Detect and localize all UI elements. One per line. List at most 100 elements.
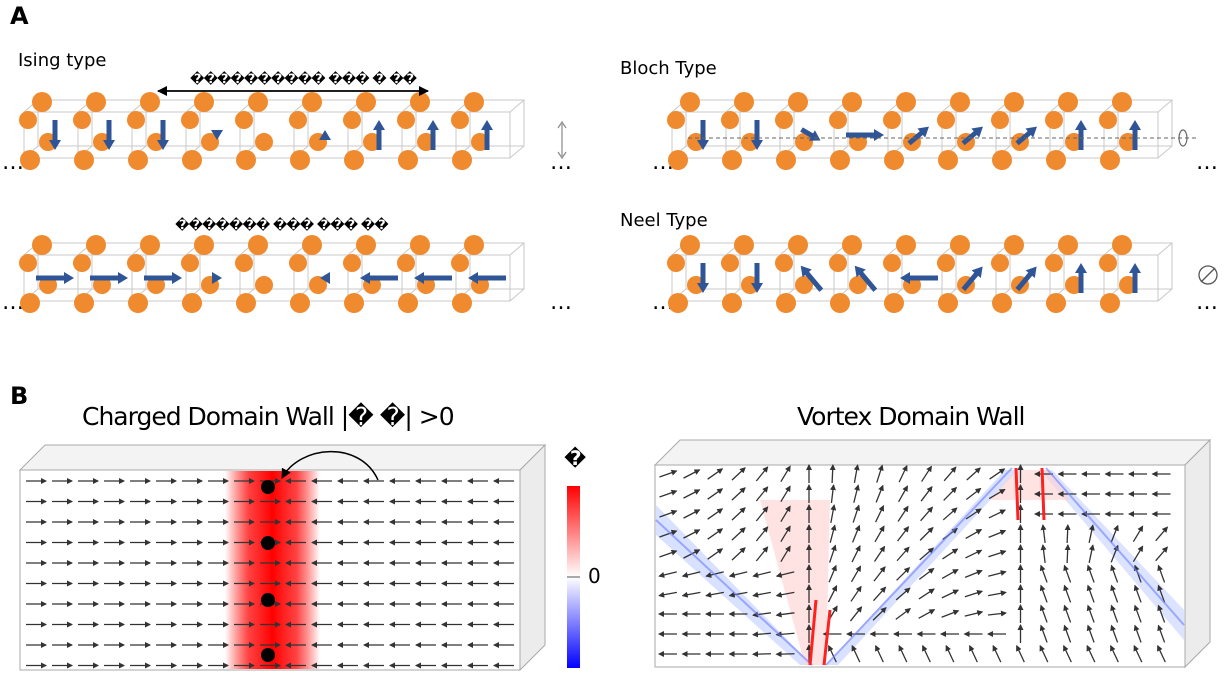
polarization-arrow	[1132, 545, 1144, 563]
polarization-arrow	[988, 570, 1007, 577]
neel-rotation-icon	[1198, 265, 1218, 285]
polarization-arrow	[876, 464, 884, 483]
spin-arrow	[427, 120, 439, 150]
atom	[343, 254, 361, 272]
atom	[127, 111, 145, 129]
polarization-arrow	[873, 545, 886, 562]
atom	[776, 293, 796, 313]
polarization-arrow	[752, 571, 771, 578]
atom	[667, 111, 685, 129]
polarization-arrow	[681, 571, 701, 578]
polarization-arrow	[965, 508, 982, 520]
spin-arrow	[90, 272, 128, 284]
atom	[236, 150, 256, 170]
atom	[1004, 235, 1024, 255]
polarization-arrow	[851, 644, 861, 663]
vortex-core-line-right	[1045, 467, 1185, 626]
polarization-arrow	[965, 528, 983, 540]
polarization-arrow	[945, 644, 955, 663]
spin-arrow	[144, 272, 182, 284]
atom	[398, 293, 418, 313]
atom	[842, 235, 862, 255]
atom	[788, 235, 808, 255]
atom	[140, 235, 160, 255]
spin-arrow	[212, 272, 222, 284]
polarization-arrow	[1039, 624, 1048, 643]
charged-wall-title: Charged Domain Wall |� �| >0	[82, 402, 455, 431]
atom	[842, 92, 862, 112]
spin-arrow	[36, 272, 74, 284]
spin-arrow	[414, 272, 452, 284]
polarization-arrow	[1133, 584, 1142, 603]
spin-arrow	[751, 120, 763, 150]
vortex-core-line-mid	[825, 467, 1013, 666]
electron-hop-arrow	[281, 450, 379, 481]
atom	[397, 254, 415, 272]
polarization-arrow	[1157, 624, 1166, 643]
atom	[1058, 235, 1078, 255]
red-core-top-left	[1014, 467, 1020, 521]
atom	[1112, 235, 1132, 255]
polarization-arrow	[731, 487, 746, 501]
polarization-arrow	[988, 590, 1007, 597]
polarization-arrow	[920, 486, 933, 502]
neel-chain	[667, 235, 1173, 313]
atom	[194, 92, 214, 112]
spin-arrow	[697, 263, 709, 293]
polarization-arrow	[918, 567, 935, 580]
polarization-arrow	[965, 549, 983, 559]
wall-width-label-bottom: ������� ��� ��� ��	[175, 218, 389, 233]
polarization-arrow	[780, 505, 791, 523]
polarization-arrow	[1157, 564, 1166, 583]
atom	[255, 276, 273, 294]
atom	[181, 111, 199, 129]
atom	[1045, 111, 1063, 129]
atom	[397, 111, 415, 129]
polarization-arrow	[849, 606, 863, 622]
polarization-arrow	[1063, 584, 1072, 603]
polarization-arrow	[853, 484, 860, 503]
atom	[343, 111, 361, 129]
polarization-arrow	[755, 526, 769, 542]
atom	[74, 293, 94, 313]
spin-arrow	[751, 263, 763, 293]
polarization-arrow	[1064, 524, 1071, 544]
polarization-arrow	[731, 547, 746, 561]
ellipsis-right-2: …	[550, 290, 572, 315]
polarization-arrow	[830, 504, 837, 523]
atom	[356, 92, 376, 112]
polarization-arrow	[1040, 544, 1047, 564]
polarization-arrow	[1086, 584, 1095, 603]
spin-arrow	[800, 265, 824, 292]
ellipsis-left-2: …	[2, 290, 24, 315]
ellipsis-left-3: …	[652, 150, 674, 175]
polarization-arrow	[850, 565, 862, 583]
atom	[734, 235, 754, 255]
polarization-arrow	[775, 651, 795, 658]
atom	[235, 111, 253, 129]
atom	[788, 92, 808, 112]
polarization-arrow	[989, 468, 1006, 480]
polarization-arrow	[851, 545, 861, 563]
neel-type-label: Neel Type	[620, 210, 708, 231]
atom	[302, 92, 322, 112]
bound-charge-dots	[261, 480, 275, 662]
polarization-arrow	[780, 485, 791, 503]
polarization-arrow	[918, 588, 935, 600]
polarization-arrow	[988, 509, 1006, 519]
polarization-arrow	[988, 549, 1007, 558]
polarization-arrow	[896, 546, 910, 562]
spin-arrow	[320, 272, 330, 284]
polarization-arrow	[1039, 584, 1048, 603]
spin-arrow	[481, 120, 493, 150]
polarization-arrow	[1157, 644, 1166, 663]
atom	[302, 235, 322, 255]
polarization-arrow	[1039, 644, 1049, 663]
atom	[86, 92, 106, 112]
atom	[896, 235, 916, 255]
atom	[884, 150, 904, 170]
polarization-arrow	[1064, 544, 1071, 564]
atom	[451, 111, 469, 129]
bloch-type-label: Bloch Type	[620, 58, 717, 79]
spin-arrow	[373, 120, 385, 150]
